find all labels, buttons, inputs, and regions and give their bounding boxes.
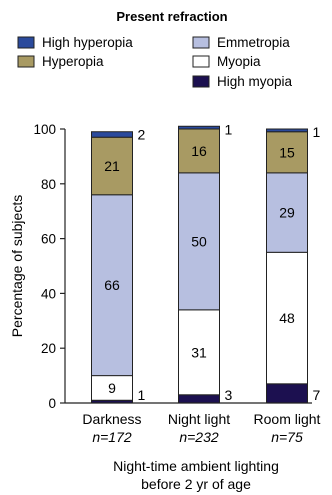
legend-label-high-hyperopia: High hyperopia — [42, 35, 133, 50]
legend-swatch-high-myopia — [192, 75, 210, 88]
data-label-myopia-room-light: 48 — [279, 310, 295, 326]
bar-segment-high-myopia-room-light — [266, 383, 308, 404]
bar-segment-emmetropia-darkness — [91, 194, 133, 377]
y-tick-label: 40 — [41, 286, 56, 301]
bar-segment-hyperopia-room-light — [266, 131, 308, 174]
bars: 1 9 66 21 2 3 31 50 16 1 7 48 29 15 1 — [91, 121, 321, 404]
bar-segment-myopia-room-light — [266, 251, 308, 385]
legend-label-emmetropia: Emmetropia — [217, 35, 290, 50]
data-label-emmetropia-room-light: 29 — [279, 205, 295, 221]
x-axis-label-line-1: Night-time ambient lighting — [113, 458, 279, 474]
data-label-high-hyperopia-night-light: 1 — [225, 121, 233, 137]
x-axis: Darkness n=172 Night light n=232 Room light n… — [65, 402, 321, 445]
bar-segment-hyperopia-night-light — [178, 128, 220, 174]
bar-segment-high-hyperopia-room-light — [266, 128, 308, 133]
bar-segment-myopia-night-light — [178, 309, 220, 396]
x-tick-label-darkness: Darkness — [82, 411, 141, 427]
data-label-high-hyperopia-darkness: 2 — [138, 127, 146, 143]
legend-swatch-emmetropia — [192, 36, 210, 49]
x-tick-label-room-light: Room light — [254, 411, 321, 427]
data-label-high-myopia-darkness: 1 — [138, 387, 146, 403]
data-label-hyperopia-night-light: 16 — [191, 143, 207, 159]
data-label-emmetropia-darkness: 66 — [104, 277, 120, 293]
y-tick-label: 100 — [33, 122, 56, 137]
bar-segment-high-hyperopia-darkness — [91, 131, 133, 138]
x-tick-n-night-light: n=232 — [179, 429, 219, 445]
bar-segment-emmetropia-room-light — [266, 172, 308, 253]
data-label-emmetropia-night-light: 50 — [191, 233, 207, 249]
y-axis: 0 20 40 60 80 100 — [33, 122, 66, 411]
y-tick-label: 0 — [48, 396, 56, 411]
y-axis-label: Percentage of subjects — [9, 195, 25, 337]
data-label-high-myopia-night-light: 3 — [225, 387, 233, 403]
bar-segment-emmetropia-night-light — [178, 172, 220, 311]
legend-title: Present refraction — [116, 9, 227, 24]
legend: High hyperopia Hyperopia Emmetropia Myopia H… — [17, 35, 293, 89]
data-label-hyperopia-darkness: 21 — [104, 158, 120, 174]
legend-label-myopia: Myopia — [217, 54, 261, 69]
bar-segment-high-hyperopia-night-light — [178, 125, 220, 130]
data-label-hyperopia-room-light: 15 — [279, 144, 295, 160]
data-label-myopia-night-light: 31 — [191, 344, 207, 360]
data-label-myopia-darkness: 9 — [108, 380, 116, 396]
data-label-high-hyperopia-room-light: 1 — [313, 124, 321, 140]
y-tick-label: 80 — [41, 177, 56, 192]
x-tick-n-darkness: n=172 — [92, 429, 132, 445]
y-tick-label: 20 — [41, 341, 56, 356]
legend-swatch-myopia — [192, 55, 210, 68]
bar-segment-hyperopia-darkness — [91, 136, 133, 196]
legend-label-high-myopia: High myopia — [217, 74, 293, 89]
x-tick-n-room-light: n=75 — [271, 429, 303, 445]
legend-swatch-high-hyperopia — [17, 36, 35, 49]
x-axis-label-line-2: before 2 yr of age — [141, 476, 251, 492]
bar-segment-high-myopia-night-light — [178, 394, 220, 404]
y-tick-label: 60 — [41, 232, 56, 247]
x-tick-label-night-light: Night light — [168, 411, 230, 427]
data-label-high-myopia-room-light: 7 — [313, 387, 321, 403]
legend-swatch-hyperopia — [17, 55, 35, 68]
legend-label-hyperopia: Hyperopia — [42, 54, 104, 69]
